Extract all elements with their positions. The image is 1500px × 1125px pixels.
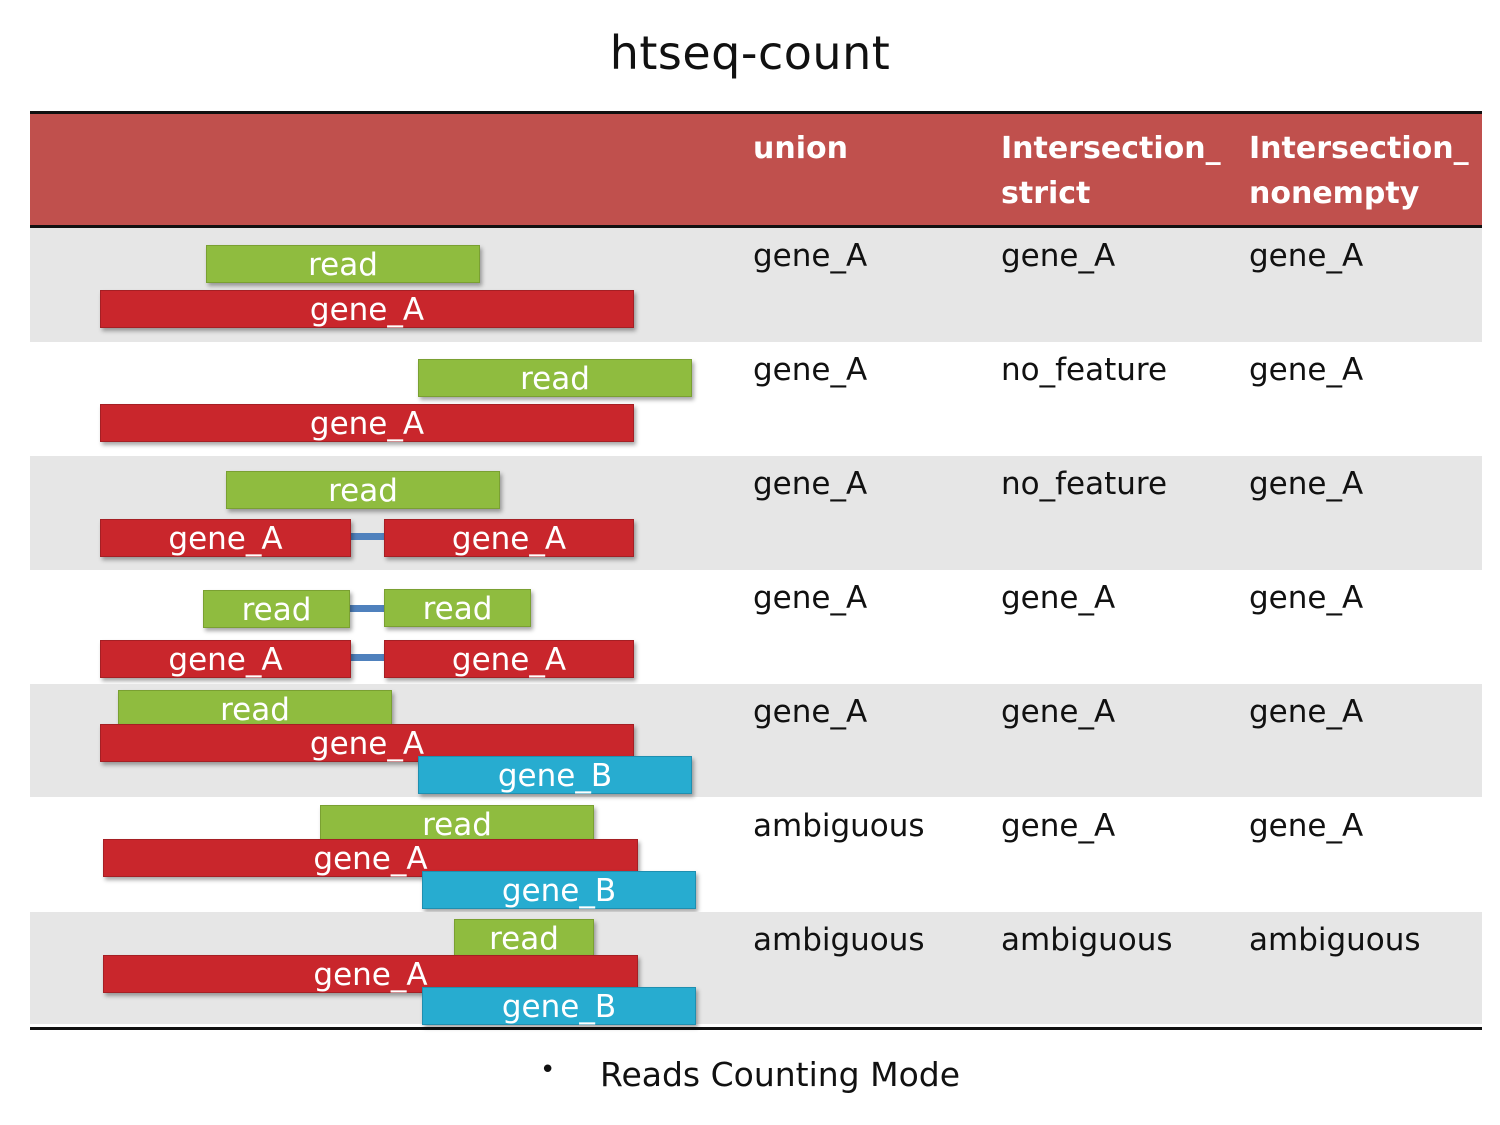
- result-union: ambiguous: [753, 922, 925, 958]
- result-intersection-strict: ambiguous: [1001, 922, 1173, 958]
- read-bar: read: [203, 590, 350, 628]
- column-header-line: Intersection_: [1001, 131, 1221, 166]
- page-title: htseq-count: [609, 26, 891, 80]
- result-intersection-strict: no_feature: [1001, 352, 1168, 388]
- table-row: read gene_A gene_A gene_A no_feature gene_A: [30, 456, 1482, 570]
- result-intersection-strict: gene_A: [1001, 580, 1116, 616]
- result-intersection-strict: no_feature: [1001, 466, 1168, 502]
- table-row: read gene_A gene_B ambiguous ambiguous ambigu…: [30, 912, 1482, 1025]
- footer-text: Reads Counting Mode: [600, 1055, 961, 1094]
- modes-table: union Intersection_ strict Intersection_…: [30, 111, 1482, 1030]
- read-bar: read: [454, 919, 594, 957]
- result-union: ambiguous: [753, 808, 925, 844]
- column-header-intersection-nonempty: Intersection_ nonempty: [1249, 126, 1469, 216]
- table-row: read gene_A gene_B ambiguous gene_A gene_A: [30, 798, 1482, 912]
- read-bar: read: [226, 471, 500, 509]
- gene-a-bar: gene_A: [100, 724, 634, 762]
- result-union: gene_A: [753, 352, 868, 388]
- intron-connector: [349, 654, 384, 661]
- read-bar: read: [206, 245, 480, 283]
- result-intersection-strict: gene_A: [1001, 694, 1116, 730]
- result-intersection-nonempty: gene_A: [1249, 694, 1364, 730]
- column-header-line: strict: [1001, 176, 1091, 211]
- result-union: gene_A: [753, 466, 868, 502]
- result-intersection-strict: gene_A: [1001, 238, 1116, 274]
- gene-a-bar: gene_A: [100, 404, 634, 442]
- gene-a-bar: gene_A: [100, 640, 351, 678]
- read-bar: read: [320, 805, 594, 843]
- gene-a-bar: gene_A: [100, 290, 634, 328]
- read-bar: read: [384, 589, 531, 627]
- result-intersection-nonempty: gene_A: [1249, 808, 1364, 844]
- column-header-line: nonempty: [1249, 176, 1420, 211]
- result-intersection-nonempty: gene_A: [1249, 238, 1364, 274]
- result-union: gene_A: [753, 694, 868, 730]
- read-bar: read: [118, 690, 392, 728]
- result-intersection-nonempty: gene_A: [1249, 352, 1364, 388]
- column-header-line: union: [753, 131, 848, 166]
- result-intersection-nonempty: gene_A: [1249, 466, 1364, 502]
- intron-connector: [348, 605, 384, 612]
- intron-connector: [349, 533, 384, 540]
- result-union: gene_A: [753, 580, 868, 616]
- column-header-intersection-strict: Intersection_ strict: [1001, 126, 1221, 216]
- gene-a-bar: gene_A: [384, 640, 634, 678]
- read-bar: read: [418, 359, 692, 397]
- column-header-line: Intersection_: [1249, 131, 1469, 166]
- result-intersection-nonempty: ambiguous: [1249, 922, 1421, 958]
- gene-a-bar: gene_A: [384, 519, 634, 557]
- gene-b-bar: gene_B: [422, 987, 696, 1025]
- column-header-union: union: [753, 126, 848, 171]
- bullet-icon: •: [540, 1055, 556, 1085]
- gene-b-bar: gene_B: [422, 871, 696, 909]
- table-row: read gene_A gene_A no_feature gene_A: [30, 342, 1482, 456]
- gene-a-bar: gene_A: [100, 519, 351, 557]
- table-row: read gene_A gene_A gene_A gene_A: [30, 228, 1482, 342]
- result-intersection-nonempty: gene_A: [1249, 580, 1364, 616]
- gene-a-bar: gene_A: [103, 839, 638, 877]
- gene-b-bar: gene_B: [418, 756, 692, 794]
- table-row: read gene_A gene_B gene_A gene_A gene_A: [30, 684, 1482, 797]
- table-header-row: union Intersection_ strict Intersection_…: [30, 114, 1482, 228]
- table-row: read read gene_A gene_A gene_A gene_A gene_A: [30, 570, 1482, 684]
- result-union: gene_A: [753, 238, 868, 274]
- gene-a-bar: gene_A: [103, 955, 638, 993]
- result-intersection-strict: gene_A: [1001, 808, 1116, 844]
